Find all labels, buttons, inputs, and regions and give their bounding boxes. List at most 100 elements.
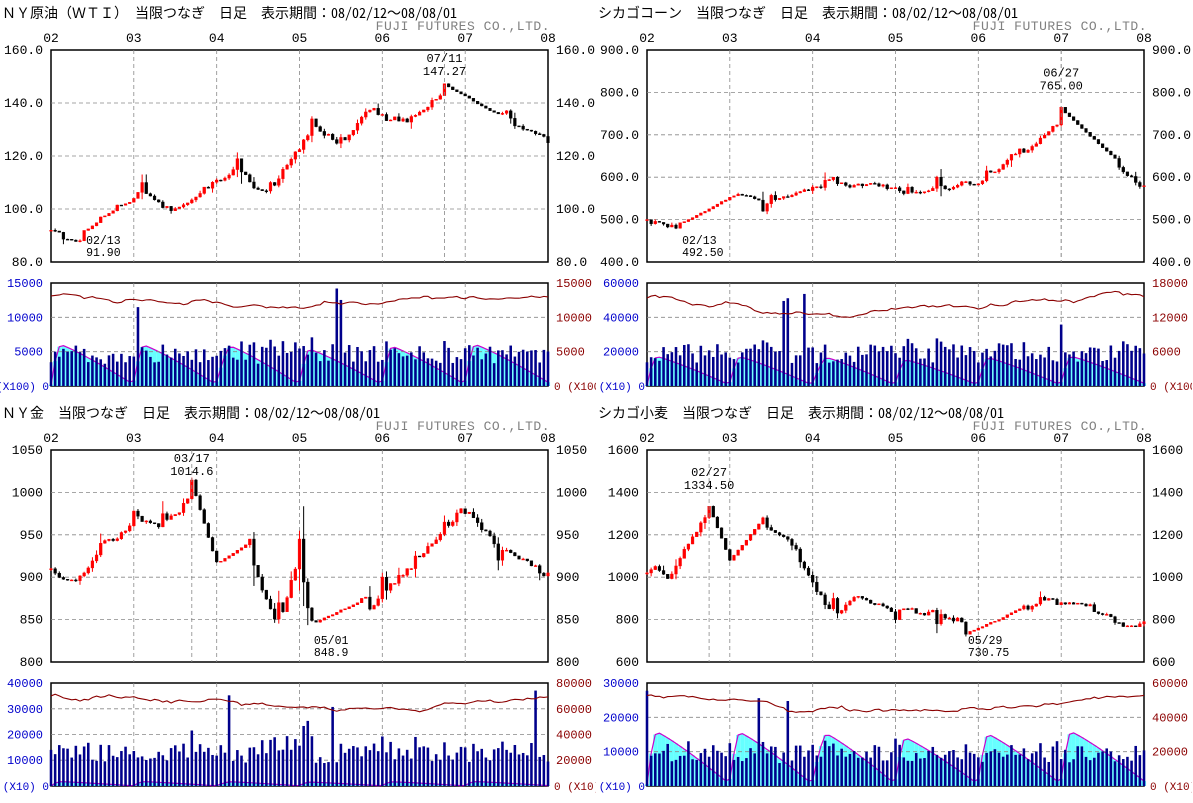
svg-text:500.0: 500.0 — [600, 213, 639, 228]
svg-text:06: 06 — [374, 31, 390, 46]
svg-text:15000: 15000 — [7, 277, 43, 291]
svg-text:1334.50: 1334.50 — [684, 479, 734, 493]
svg-text:40000: 40000 — [603, 311, 639, 325]
svg-text:03/17: 03/17 — [174, 452, 210, 466]
svg-text:900: 900 — [556, 570, 579, 585]
svg-text:02: 02 — [639, 31, 655, 46]
svg-text:(X10) 0: (X10) 0 — [599, 782, 645, 794]
svg-text:08: 08 — [1136, 31, 1152, 46]
svg-text:600: 600 — [1152, 655, 1175, 670]
svg-text:6000: 6000 — [1152, 346, 1181, 360]
svg-text:600.0: 600.0 — [1152, 170, 1191, 185]
svg-text:160.0: 160.0 — [4, 43, 43, 58]
svg-text:04: 04 — [805, 31, 821, 46]
svg-text:147.27: 147.27 — [423, 65, 466, 79]
svg-text:850: 850 — [556, 613, 579, 628]
svg-text:40000: 40000 — [7, 677, 43, 691]
svg-text:900.0: 900.0 — [1152, 43, 1191, 58]
svg-text:07: 07 — [1053, 431, 1069, 446]
svg-text:20000: 20000 — [556, 754, 592, 768]
svg-text:10000: 10000 — [7, 754, 43, 768]
svg-text:06: 06 — [970, 431, 986, 446]
svg-text:60000: 60000 — [603, 277, 639, 291]
svg-text:06: 06 — [374, 431, 390, 446]
svg-text:40000: 40000 — [556, 729, 592, 743]
svg-text:492.50: 492.50 — [682, 247, 724, 260]
svg-text:20000: 20000 — [1152, 746, 1188, 760]
svg-text:60000: 60000 — [556, 703, 592, 717]
svg-text:800: 800 — [616, 613, 639, 628]
svg-text:40000: 40000 — [1152, 711, 1188, 725]
svg-text:1050: 1050 — [556, 443, 587, 458]
svg-text:0 (X100): 0 (X100) — [1150, 382, 1192, 394]
svg-text:800: 800 — [556, 655, 579, 670]
svg-text:15000: 15000 — [556, 277, 592, 291]
svg-text:120.0: 120.0 — [4, 149, 43, 164]
svg-text:08: 08 — [540, 431, 556, 446]
svg-text:(X100) 0: (X100) 0 — [0, 382, 49, 394]
svg-text:0 (X10): 0 (X10) — [1150, 782, 1192, 794]
svg-text:20000: 20000 — [603, 711, 639, 725]
svg-text:60000: 60000 — [1152, 677, 1188, 691]
svg-text:140.0: 140.0 — [4, 96, 43, 111]
svg-text:02: 02 — [639, 431, 655, 446]
svg-text:07: 07 — [1053, 31, 1069, 46]
svg-text:10000: 10000 — [7, 311, 43, 325]
svg-text:(X10) 0: (X10) 0 — [599, 382, 645, 394]
svg-text:03: 03 — [722, 31, 738, 46]
svg-text:1200: 1200 — [608, 528, 639, 543]
svg-text:18000: 18000 — [1152, 277, 1188, 291]
svg-text:03: 03 — [126, 431, 142, 446]
svg-text:1600: 1600 — [608, 443, 639, 458]
svg-text:950: 950 — [556, 528, 579, 543]
svg-text:850: 850 — [20, 613, 43, 628]
svg-text:04: 04 — [209, 31, 225, 46]
svg-text:5000: 5000 — [556, 346, 585, 360]
svg-text:800: 800 — [1152, 613, 1175, 628]
svg-text:600: 600 — [616, 655, 639, 670]
svg-text:03: 03 — [126, 31, 142, 46]
svg-text:08: 08 — [1136, 431, 1152, 446]
svg-text:07: 07 — [457, 431, 473, 446]
svg-text:400.0: 400.0 — [600, 255, 639, 270]
svg-text:10000: 10000 — [603, 746, 639, 760]
svg-text:730.75: 730.75 — [968, 647, 1010, 660]
svg-text:03: 03 — [722, 431, 738, 446]
svg-text:91.90: 91.90 — [86, 247, 121, 260]
svg-text:07/11: 07/11 — [426, 52, 462, 66]
svg-text:30000: 30000 — [7, 703, 43, 717]
svg-text:5000: 5000 — [14, 346, 43, 360]
svg-text:02/27: 02/27 — [691, 466, 727, 480]
svg-text:1050: 1050 — [12, 443, 43, 458]
svg-text:1200: 1200 — [1152, 528, 1183, 543]
svg-text:500.0: 500.0 — [1152, 213, 1191, 228]
svg-text:06: 06 — [970, 31, 986, 46]
svg-text:07: 07 — [457, 31, 473, 46]
svg-text:700.0: 700.0 — [1152, 128, 1191, 143]
svg-text:800.0: 800.0 — [1152, 85, 1191, 100]
svg-text:05: 05 — [888, 431, 904, 446]
svg-text:12000: 12000 — [1152, 311, 1188, 325]
svg-text:1400: 1400 — [608, 485, 639, 500]
svg-text:30000: 30000 — [603, 677, 639, 691]
svg-text:0 (X10): 0 (X10) — [554, 782, 596, 794]
svg-text:848.9: 848.9 — [314, 647, 349, 660]
svg-text:1000: 1000 — [556, 485, 587, 500]
svg-text:900.0: 900.0 — [600, 43, 639, 58]
svg-text:10000: 10000 — [556, 311, 592, 325]
svg-text:20000: 20000 — [603, 346, 639, 360]
svg-text:20000: 20000 — [7, 729, 43, 743]
svg-text:80.0: 80.0 — [12, 255, 43, 270]
svg-text:05: 05 — [292, 31, 308, 46]
svg-text:0 (X100): 0 (X100) — [554, 382, 596, 394]
svg-text:800: 800 — [20, 655, 43, 670]
svg-text:05: 05 — [292, 431, 308, 446]
svg-text:600.0: 600.0 — [600, 170, 639, 185]
svg-text:765.00: 765.00 — [1040, 80, 1083, 94]
svg-text:05: 05 — [888, 31, 904, 46]
svg-text:800.0: 800.0 — [600, 85, 639, 100]
svg-text:80000: 80000 — [556, 677, 592, 691]
svg-text:100.0: 100.0 — [4, 202, 43, 217]
svg-text:400.0: 400.0 — [1152, 255, 1191, 270]
svg-text:160.0: 160.0 — [556, 43, 595, 58]
